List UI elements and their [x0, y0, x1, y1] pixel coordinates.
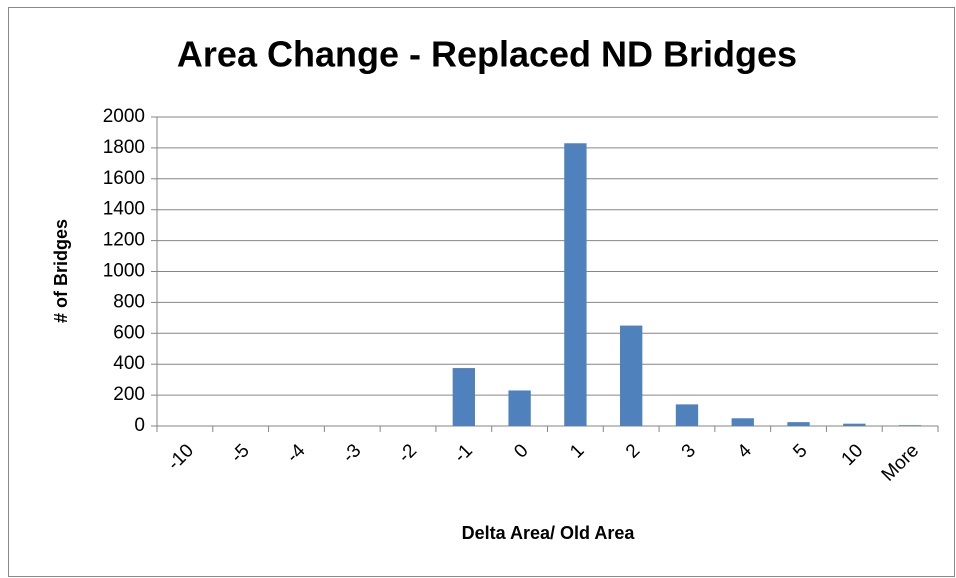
y-tick-label: 0 — [134, 415, 145, 436]
y-tick-label: 200 — [113, 384, 145, 405]
y-tick-label: 2000 — [103, 106, 145, 127]
bar — [731, 418, 754, 426]
bar — [452, 368, 475, 426]
x-axis-title: Delta Area/ Old Area — [462, 523, 636, 543]
y-tick-label: 600 — [113, 322, 145, 343]
y-tick-label: 1200 — [103, 230, 145, 251]
y-tick-label: 1600 — [103, 168, 145, 189]
y-tick-label: 800 — [113, 291, 145, 312]
chart-title: Area Change - Replaced ND Bridges — [177, 34, 797, 75]
y-tick-label: 400 — [113, 353, 145, 374]
bar — [508, 390, 531, 426]
chart-border — [8, 7, 955, 577]
y-tick-label: 1000 — [103, 261, 145, 282]
bar — [675, 404, 699, 426]
bar — [564, 143, 587, 426]
bar — [843, 423, 866, 426]
y-tick-label: 1400 — [103, 199, 145, 220]
y-axis-title: # of Bridges — [51, 219, 71, 323]
bar — [898, 425, 922, 426]
y-tick-label: 1800 — [103, 137, 145, 158]
bar — [787, 422, 810, 426]
bar — [620, 325, 643, 426]
